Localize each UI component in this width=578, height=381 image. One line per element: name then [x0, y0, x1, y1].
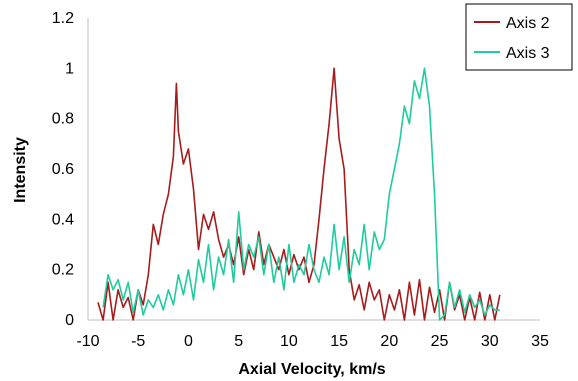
x-tick-label: 25: [431, 333, 449, 350]
y-tick-label: 0.4: [52, 211, 74, 228]
x-tick-labels: -10 -5 0 5 10 15 20 25 30 35: [76, 333, 549, 350]
x-tick-label: -10: [76, 333, 99, 350]
y-tick-labels: 0 0.2 0.4 0.6 0.8 1 1.2: [52, 10, 74, 329]
plot-area: [87, 18, 540, 321]
x-tick-label: 5: [234, 333, 243, 350]
x-tick-label: 0: [184, 333, 193, 350]
y-tick-label: 1: [65, 60, 74, 77]
x-tick-label: -5: [131, 333, 145, 350]
legend: Axis 2 Axis 3: [465, 3, 573, 71]
y-tick-label: 0.8: [52, 111, 74, 128]
x-axis-title: Axial Velocity, km/s: [238, 361, 385, 378]
series-line-axis-3: [102, 67, 500, 321]
legend-entry-label: Axis 2: [506, 15, 550, 32]
x-tick-label: 10: [280, 333, 298, 350]
x-tick-label: 20: [380, 333, 398, 350]
y-tick-label: 0.6: [52, 161, 74, 178]
x-tick-label: 35: [531, 333, 549, 350]
y-tick-label: 1.2: [52, 10, 74, 27]
y-tick-label: 0: [65, 312, 74, 329]
y-axis-title: Intensity: [12, 137, 29, 203]
series-line-axis-2: [97, 67, 501, 321]
legend-entry-label: Axis 3: [506, 45, 550, 62]
x-tick-label: 30: [481, 333, 499, 350]
x-tick-label: 15: [330, 333, 348, 350]
y-tick-label: 0.2: [52, 262, 74, 279]
legend-box: [465, 3, 573, 71]
